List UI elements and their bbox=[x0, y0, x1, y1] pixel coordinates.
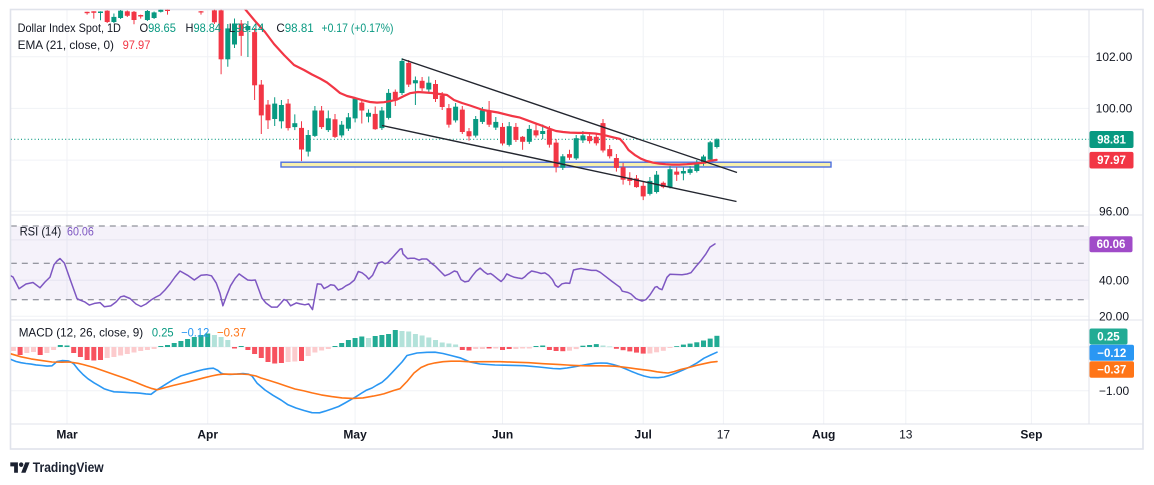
svg-text:Mar: Mar bbox=[56, 428, 78, 442]
svg-text:L98.44: L98.44 bbox=[229, 21, 265, 35]
svg-text:May: May bbox=[343, 428, 367, 442]
svg-text:Aug: Aug bbox=[812, 428, 835, 442]
svg-text:40.00: 40.00 bbox=[1099, 273, 1129, 287]
svg-text:Jun: Jun bbox=[492, 428, 513, 442]
svg-text:13: 13 bbox=[899, 428, 913, 442]
svg-text:0.25: 0.25 bbox=[1097, 332, 1120, 344]
svg-text:TradingView: TradingView bbox=[33, 460, 104, 475]
svg-text:Dollar Index Spot, 1D: Dollar Index Spot, 1D bbox=[18, 21, 122, 35]
svg-text:17: 17 bbox=[717, 428, 731, 442]
svg-text:100.00: 100.00 bbox=[1096, 102, 1133, 116]
svg-text:RSI (14): RSI (14) bbox=[20, 225, 62, 239]
svg-text:−0.37: −0.37 bbox=[217, 326, 247, 340]
svg-text:Sep: Sep bbox=[1020, 428, 1042, 442]
svg-text:98.81: 98.81 bbox=[1097, 135, 1126, 147]
svg-text:96.00: 96.00 bbox=[1099, 205, 1129, 219]
svg-text:O98.65: O98.65 bbox=[140, 21, 177, 35]
svg-text:EMA (21, close, 0): EMA (21, close, 0) bbox=[18, 38, 114, 52]
svg-text:H98.84: H98.84 bbox=[186, 21, 222, 35]
svg-text:C98.81: C98.81 bbox=[276, 21, 314, 35]
svg-text:−1.00: −1.00 bbox=[1099, 384, 1130, 398]
svg-text:MACD (12, 26, close, 9): MACD (12, 26, close, 9) bbox=[19, 326, 144, 340]
svg-text:0.25: 0.25 bbox=[152, 326, 174, 340]
svg-text:−0.12: −0.12 bbox=[181, 326, 209, 340]
svg-text:−0.37: −0.37 bbox=[1097, 365, 1126, 377]
svg-text:97.97: 97.97 bbox=[1097, 155, 1126, 167]
svg-text:60.06: 60.06 bbox=[1097, 239, 1126, 251]
svg-text:60.06: 60.06 bbox=[67, 225, 94, 239]
svg-text:20.00: 20.00 bbox=[1099, 310, 1129, 324]
svg-text:97.97: 97.97 bbox=[123, 38, 151, 52]
svg-text:Apr: Apr bbox=[197, 428, 218, 442]
svg-text:Jul: Jul bbox=[635, 428, 652, 442]
svg-text:−0.12: −0.12 bbox=[1097, 348, 1126, 360]
svg-text:+0.17 (+0.17%): +0.17 (+0.17%) bbox=[322, 21, 394, 35]
svg-text:102.00: 102.00 bbox=[1096, 50, 1133, 64]
